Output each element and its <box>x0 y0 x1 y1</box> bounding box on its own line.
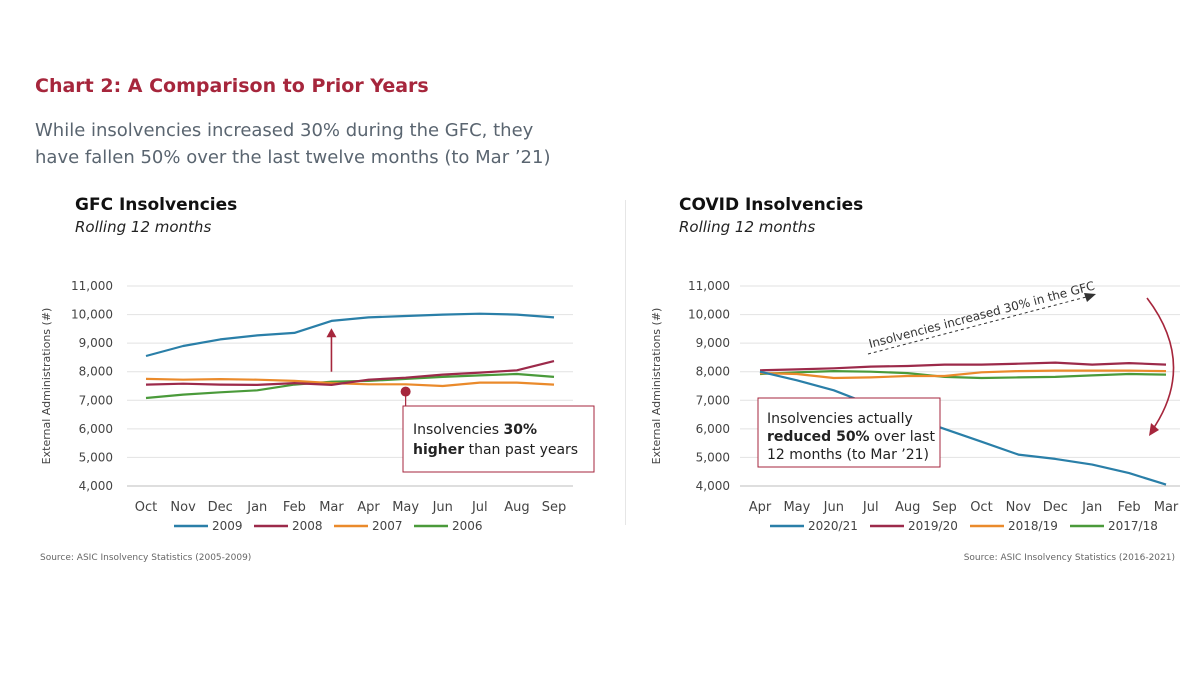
gfc-callout-box <box>402 405 595 473</box>
gfc-callout-text: Insolvencies <box>413 422 503 438</box>
covid-x-tick-label: Oct <box>970 500 992 515</box>
covid-gfc-trend-arrowhead <box>1084 293 1096 302</box>
gfc-series-line-2009 <box>145 312 555 358</box>
covid-legend-label: 2017/18 <box>1108 519 1158 533</box>
gfc-line-chart: 4,000 5,000 6,000 7,000 8,000 9,000 10,000 11,0… <box>40 279 595 533</box>
gfc-y-tick-label: 6,000 <box>79 422 113 436</box>
covid-x-tick-label: Jan <box>1081 500 1102 515</box>
covid-y-tick-label: 5,000 <box>696 450 730 464</box>
covid-series-line-2017-18 <box>759 370 1167 380</box>
gfc-legend-item: 2007 <box>334 519 403 533</box>
gfc-series-line-2006 <box>145 372 555 400</box>
gfc-increase-arrowhead <box>326 328 337 338</box>
covid-callout-text: over last <box>870 429 936 445</box>
covid-line-chart: 4,000 5,000 6,000 7,000 8,000 9,000 10,000 11,0… <box>650 279 1180 533</box>
gfc-source-note: Source: ASIC Insolvency Statistics (2005… <box>40 553 252 563</box>
covid-decline-curved-arrow <box>1146 297 1175 433</box>
gfc-x-tick-label: Feb <box>283 500 306 515</box>
covid-y-tick-label: 11,000 <box>688 279 730 293</box>
gfc-y-tick-label: 9,000 <box>79 336 113 350</box>
subtitle-line-2: have fallen 50% over the last twelve mon… <box>35 147 551 168</box>
gfc-x-tick-label: Jul <box>471 500 488 515</box>
covid-x-tick-label: Apr <box>749 500 772 515</box>
covid-y-tick-label: 10,000 <box>688 308 730 322</box>
covid-x-tick-label: May <box>783 500 810 515</box>
gfc-y-tick-label: 10,000 <box>71 308 113 322</box>
covid-x-tick-label: Nov <box>1006 500 1032 515</box>
gfc-x-tick-label: Jun <box>432 500 453 515</box>
gfc-chart-subtitle: Rolling 12 months <box>75 218 212 236</box>
covid-x-tick-label: Mar <box>1154 500 1179 515</box>
gfc-callout-text: than past years <box>464 442 578 458</box>
gfc-x-tick-label: Nov <box>170 500 196 515</box>
covid-callout-line-2: reduced 50% over last <box>767 429 935 445</box>
gfc-y-tick-label: 4,000 <box>79 479 113 493</box>
covid-legend-item: 2017/18 <box>1070 519 1158 533</box>
gfc-legend-item: 2008 <box>254 519 323 533</box>
subtitle-line-1: While insolvencies increased 30% during … <box>35 120 534 141</box>
covid-callout-emphasis: reduced 50% <box>767 429 870 445</box>
covid-legend-label: 2018/19 <box>1008 519 1058 533</box>
gfc-x-tick-label: May <box>392 500 419 515</box>
gfc-x-tick-label: Sep <box>542 500 567 515</box>
covid-y-axis-title: External Administrations (#) <box>650 308 663 465</box>
gfc-callout-emphasis: higher <box>413 442 464 458</box>
gfc-y-tick-label: 11,000 <box>71 279 113 293</box>
gfc-legend-label: 2008 <box>292 519 323 533</box>
covid-y-tick-label: 6,000 <box>696 422 730 436</box>
gfc-x-tick-label: Apr <box>357 500 380 515</box>
covid-y-tick-label: 9,000 <box>696 336 730 350</box>
gfc-callout-emphasis: 30% <box>503 422 537 438</box>
covid-series-line-2018-19 <box>759 369 1167 380</box>
covid-x-tick-label: Jun <box>823 500 844 515</box>
covid-x-tick-label: Sep <box>932 500 957 515</box>
page-subtitle: While insolvencies increased 30% during … <box>35 117 635 171</box>
covid-x-tick-label: Jul <box>862 500 879 515</box>
gfc-legend-item: 2006 <box>414 519 483 533</box>
gfc-y-axis-title: External Administrations (#) <box>40 308 53 465</box>
covid-x-tick-label: Aug <box>895 500 920 515</box>
gfc-x-tick-label: Aug <box>504 500 529 515</box>
covid-source-note: Source: ASIC Insolvency Statistics (2016… <box>963 553 1175 563</box>
gfc-x-tick-label: Jan <box>246 500 267 515</box>
gfc-y-tick-label: 5,000 <box>79 450 113 464</box>
covid-y-tick-label: 8,000 <box>696 365 730 379</box>
covid-decline-arrowhead <box>1149 423 1159 436</box>
gfc-legend-label: 2007 <box>372 519 403 533</box>
gfc-y-tick-label: 8,000 <box>79 365 113 379</box>
gfc-legend-label: 2006 <box>452 519 483 533</box>
covid-legend-item: 2018/19 <box>970 519 1058 533</box>
covid-x-tick-label: Dec <box>1043 500 1068 515</box>
covid-gfc-trend-arrow <box>867 295 1091 355</box>
gfc-callout-line-1: Insolvencies 30% <box>413 422 537 438</box>
gfc-legend-item: 2009 <box>174 519 243 533</box>
covid-legend-label: 2019/20 <box>908 519 958 533</box>
gfc-series-line-2007 <box>145 377 555 388</box>
gfc-x-tick-label: Oct <box>135 500 157 515</box>
covid-chart-subtitle: Rolling 12 months <box>679 218 816 236</box>
gfc-chart-title: GFC Insolvencies <box>75 195 238 215</box>
gfc-callout-line-2: higher than past years <box>413 442 578 458</box>
gfc-legend-label: 2009 <box>212 519 243 533</box>
gfc-callout-dot <box>400 386 411 397</box>
covid-y-tick-label: 4,000 <box>696 479 730 493</box>
covid-series-line-2019-20 <box>759 361 1167 372</box>
gfc-series-line-2008 <box>145 360 555 386</box>
gfc-y-tick-label: 7,000 <box>79 393 113 407</box>
covid-callout-line-3: 12 months (to Mar ’21) <box>767 447 929 463</box>
covid-legend-item: 2019/20 <box>870 519 958 533</box>
covid-callout-line-1: Insolvencies actually <box>767 411 913 427</box>
covid-x-tick-label: Feb <box>1118 500 1141 515</box>
covid-legend-label: 2020/21 <box>808 519 858 533</box>
page-headline: Chart 2: A Comparison to Prior Years <box>35 75 429 97</box>
covid-chart-title: COVID Insolvencies <box>679 195 864 215</box>
covid-callout-box <box>757 397 941 468</box>
gfc-x-tick-label: Mar <box>319 500 344 515</box>
covid-legend-item: 2020/21 <box>770 519 858 533</box>
gfc-x-tick-label: Dec <box>208 500 233 515</box>
covid-y-tick-label: 7,000 <box>696 393 730 407</box>
covid-series-line-2020-21 <box>759 370 1167 486</box>
panel-divider <box>625 200 626 525</box>
